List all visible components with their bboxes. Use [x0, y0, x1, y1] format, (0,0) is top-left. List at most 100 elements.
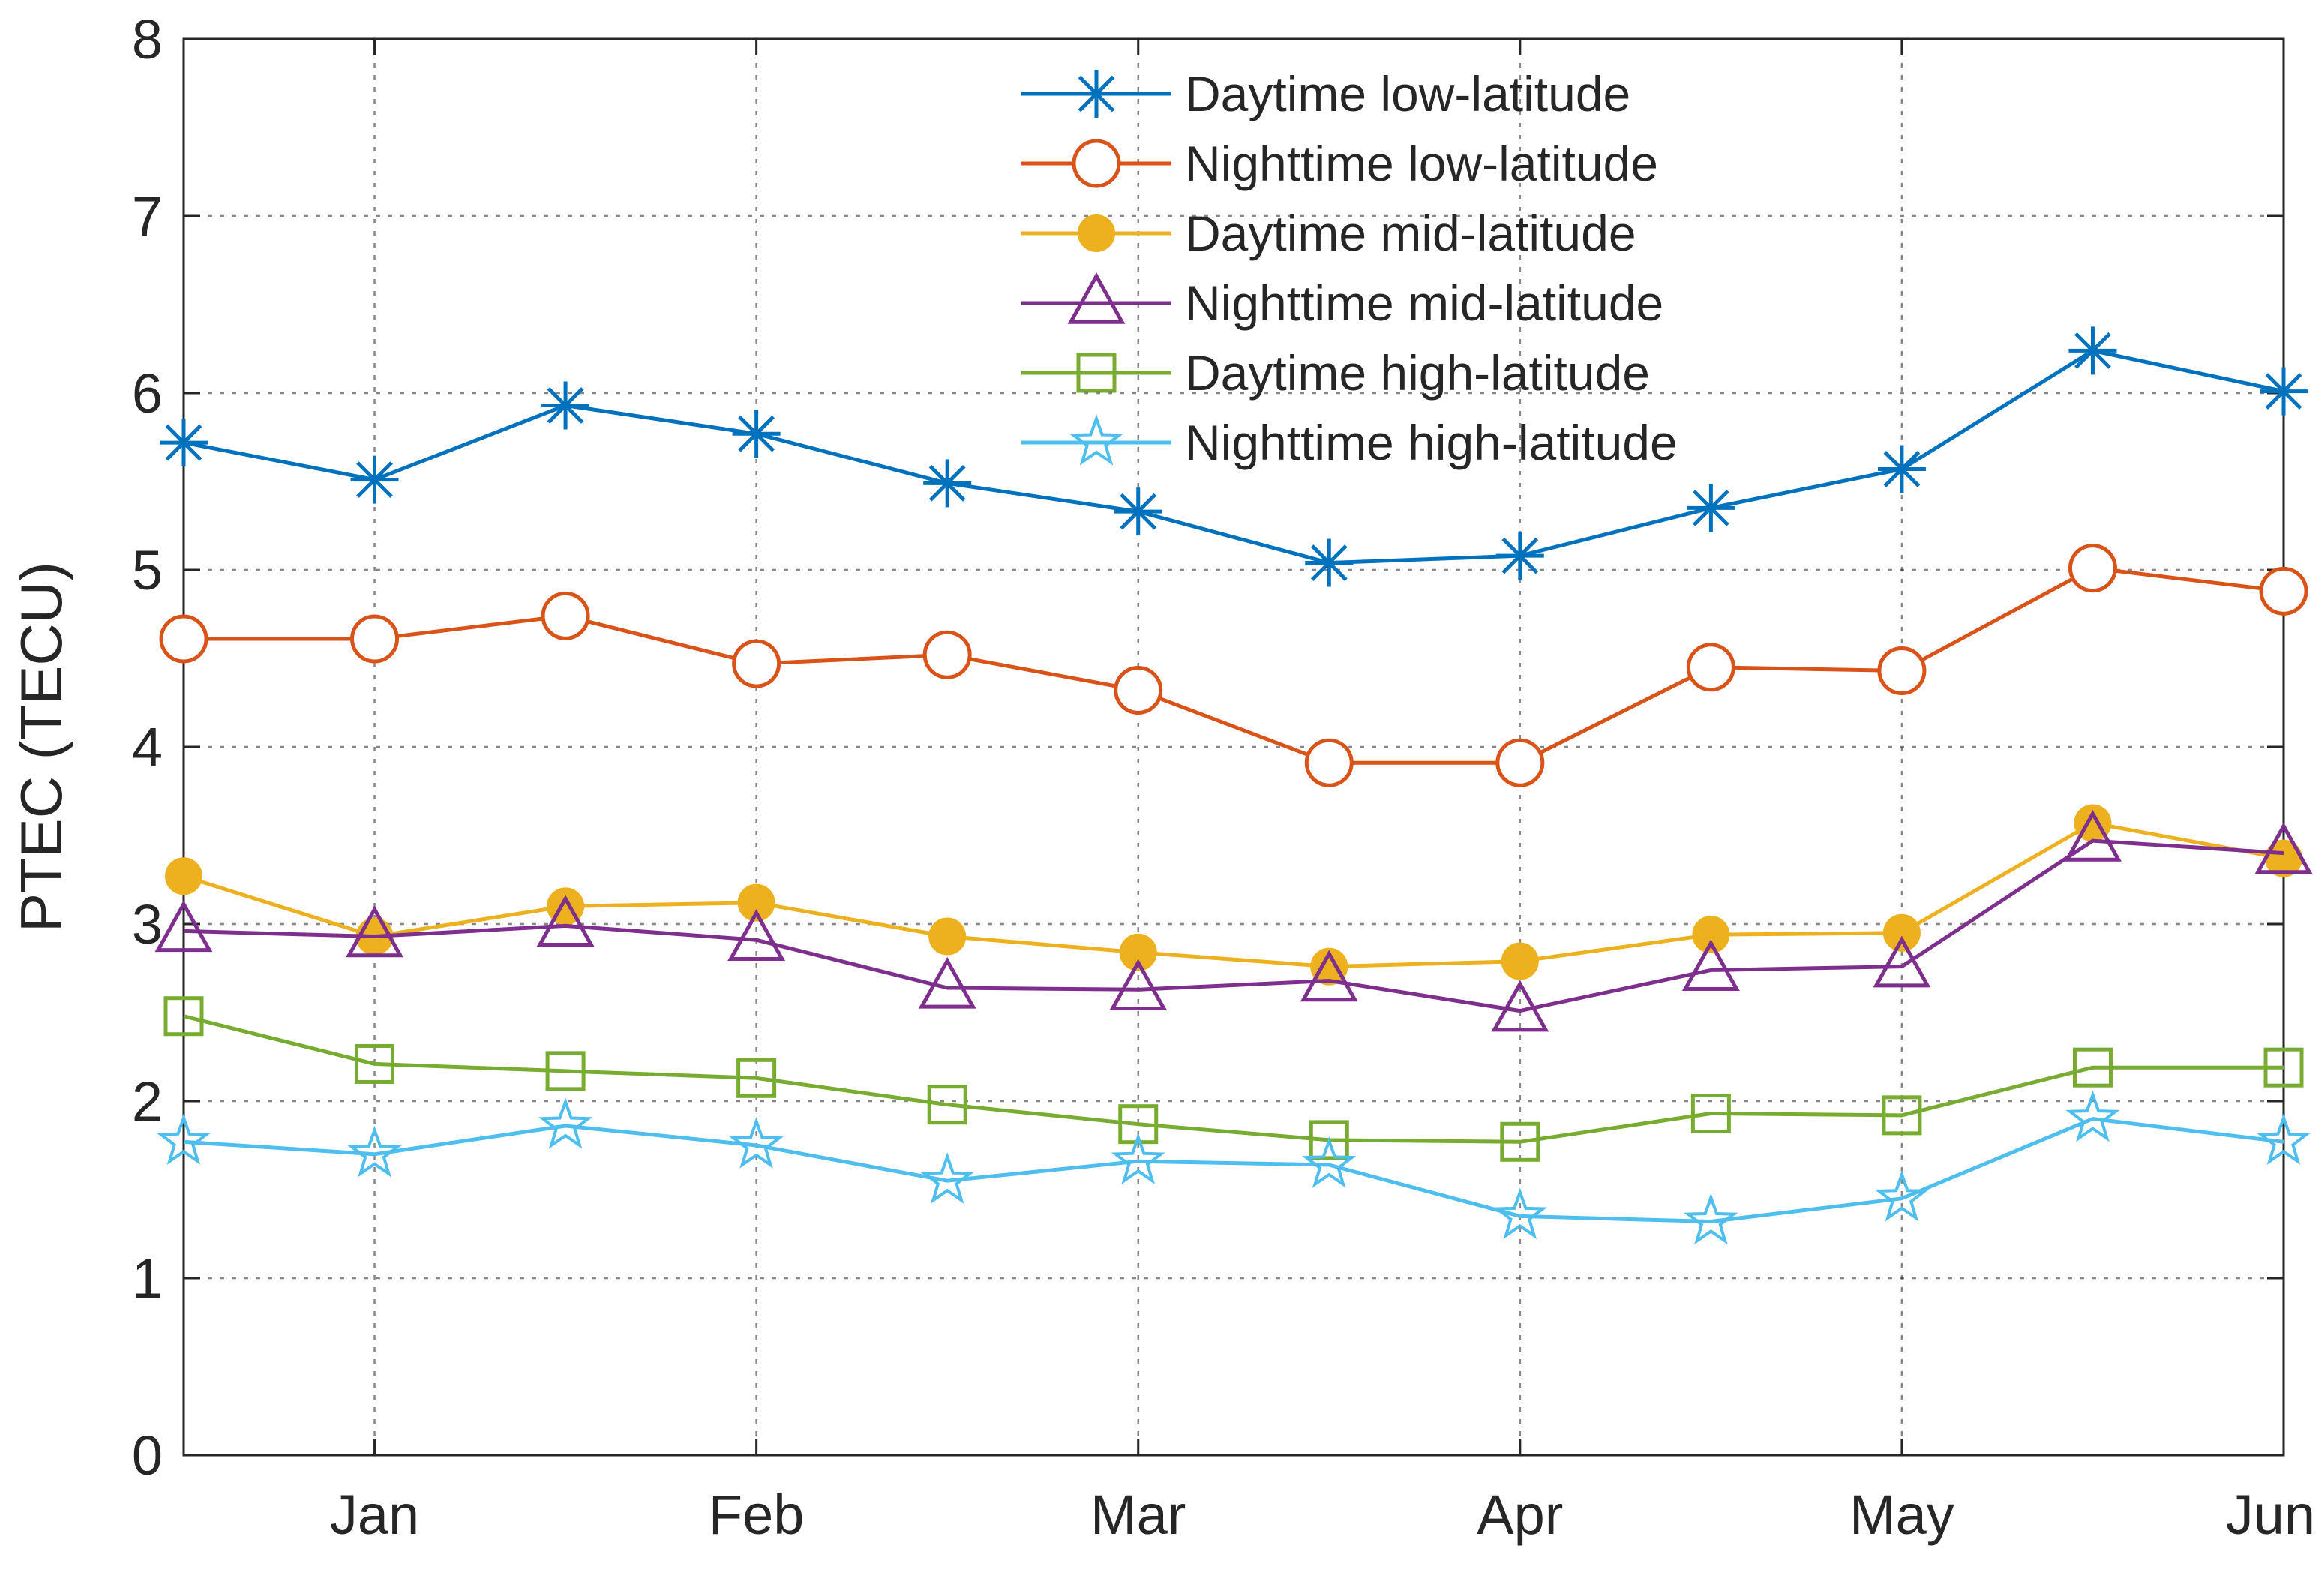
data-point	[1114, 665, 1163, 715]
series-5	[163, 996, 2304, 1162]
legend-label: Nighttime high-latitude	[1185, 415, 1678, 470]
data-point	[1692, 916, 1730, 954]
data-point	[545, 1051, 586, 1091]
data-point	[2256, 1113, 2311, 1166]
series-1	[160, 326, 2308, 587]
data-point	[1495, 532, 1544, 580]
data-point	[154, 900, 213, 952]
data-point	[1501, 942, 1539, 980]
data-point	[927, 1084, 967, 1125]
data-point	[727, 909, 786, 961]
data-point	[918, 956, 976, 1009]
data-point	[2068, 544, 2117, 593]
data-point	[163, 996, 204, 1036]
legend: Daytime low-latitude Nighttime low-latitu…	[1021, 66, 1678, 470]
y-axis-title: PTEC (TECU)	[8, 562, 74, 932]
x-tick-label: Apr	[1477, 1484, 1563, 1546]
data-point	[2259, 566, 2308, 616]
legend-label: Daytime high-latitude	[1185, 345, 1650, 400]
y-tick-label: 4	[132, 716, 163, 778]
legend-item: Nighttime mid-latitude	[1021, 272, 1663, 331]
data-point	[159, 614, 208, 664]
data-point	[922, 630, 972, 680]
data-point	[1305, 538, 1354, 587]
data-point	[1686, 643, 1735, 692]
legend-label: Nighttime mid-latitude	[1185, 275, 1663, 331]
data-point	[2068, 326, 2117, 375]
data-point	[1684, 1192, 1738, 1245]
data-point	[923, 459, 972, 508]
x-tick-label: Feb	[709, 1484, 805, 1546]
grid	[184, 39, 2284, 1455]
data-point	[2065, 1090, 2120, 1142]
data-point	[355, 1043, 395, 1084]
data-point	[729, 1117, 784, 1168]
data-point	[538, 1097, 593, 1149]
series-line	[183, 348, 2284, 566]
series-6	[156, 1090, 2311, 1245]
axis-ticks: 0 1 2 3 4 5 6 7 8 Jan Feb Mar Apr May Jun	[132, 8, 2315, 1546]
data-point	[736, 1058, 777, 1098]
legend-marker	[1078, 214, 1115, 252]
y-tick-label: 1	[132, 1247, 163, 1310]
legend-item: Daytime high-latitude	[1021, 345, 1650, 400]
data-point	[737, 884, 775, 922]
series-line	[184, 566, 2284, 765]
data-point	[541, 591, 590, 640]
data-point	[2072, 1047, 2113, 1088]
legend-label: Daytime low-latitude	[1185, 66, 1630, 122]
data-point	[928, 917, 967, 956]
y-tick-label: 2	[132, 1070, 163, 1132]
legend-marker	[1072, 139, 1121, 188]
data-point	[1111, 1132, 1165, 1184]
data-point	[1882, 914, 1921, 952]
data-point	[1119, 933, 1157, 971]
legend-marker	[1076, 352, 1117, 393]
data-point	[1687, 484, 1735, 532]
data-point	[2063, 809, 2122, 862]
data-point	[1118, 1104, 1159, 1144]
legend-item: Daytime low-latitude	[1021, 66, 1630, 122]
legend-marker	[1069, 413, 1124, 466]
series-line	[183, 838, 2284, 1013]
data-point	[1491, 980, 1549, 1032]
y-tick-label: 0	[132, 1424, 163, 1486]
x-tick-label: Jan	[330, 1484, 419, 1546]
data-point	[1304, 738, 1354, 788]
series-4	[154, 809, 2313, 1032]
data-point	[1877, 445, 1926, 494]
data-point	[347, 1125, 402, 1178]
series-line	[183, 1014, 2284, 1144]
data-point	[1877, 646, 1927, 696]
y-tick-label: 3	[132, 893, 163, 956]
data-point	[2260, 367, 2308, 416]
data-point	[1690, 1094, 1731, 1134]
series	[154, 326, 2313, 1245]
data-point	[165, 857, 202, 896]
legend-item: Nighttime high-latitude	[1021, 413, 1678, 470]
data-point	[160, 418, 208, 467]
data-point	[1492, 1187, 1547, 1240]
data-point	[1114, 488, 1162, 536]
x-tick-label: Mar	[1090, 1484, 1186, 1546]
x-tick-label: Jun	[2226, 1484, 2315, 1546]
x-tick-label: May	[1849, 1484, 1954, 1546]
data-point	[732, 410, 781, 458]
data-point	[1681, 939, 1740, 992]
data-point	[1309, 1120, 1349, 1160]
data-point	[350, 455, 399, 504]
y-tick-label: 5	[132, 539, 163, 602]
data-point	[156, 1113, 211, 1166]
data-point	[536, 895, 595, 947]
data-point	[2254, 822, 2313, 874]
legend-marker	[1067, 272, 1126, 324]
data-point	[1300, 950, 1358, 1002]
data-point	[346, 905, 404, 958]
legend-marker	[1072, 70, 1120, 118]
data-point	[1882, 1095, 1922, 1136]
data-point	[1874, 1169, 1929, 1222]
legend-label: Daytime mid-latitude	[1185, 206, 1636, 261]
legend-label: Nighttime low-latitude	[1185, 136, 1658, 191]
